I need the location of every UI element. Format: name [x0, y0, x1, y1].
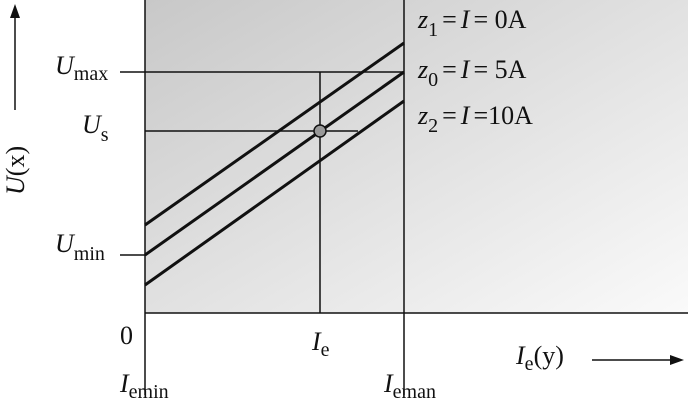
label-part: = [442, 55, 457, 84]
label-part: = 0A [473, 5, 526, 34]
curve-z1 [144, 41, 405, 227]
x-arrowhead [670, 355, 684, 365]
label-part: =10A [473, 101, 533, 130]
label-part: 1 [428, 19, 438, 41]
label-part: z [417, 101, 428, 130]
label-part: max [74, 63, 108, 85]
label-part: e [321, 339, 330, 361]
label-part: min [74, 243, 105, 265]
y-axis-label: U(x) [1, 146, 30, 195]
plot-area [145, 0, 688, 313]
umax-label: Umax [55, 51, 108, 85]
label-part: I [460, 55, 471, 84]
label-part: I [460, 5, 471, 34]
ie-label: Ie [311, 327, 330, 361]
iemin-label: Iemin [119, 369, 169, 403]
label-part: I [311, 327, 322, 356]
label-part: z [417, 55, 428, 84]
label-part: I [383, 369, 394, 398]
label-part: eman [393, 381, 436, 403]
label-part: z [417, 5, 428, 34]
label-part: (y) [534, 341, 564, 370]
label-part: e [525, 353, 534, 375]
label-part: = [442, 101, 457, 130]
curve-label: z0 = I = 5A [417, 55, 527, 91]
label-part: I [119, 369, 130, 398]
label-part: emin [129, 381, 169, 403]
label-part: U [55, 51, 76, 80]
label-part: 2 [428, 115, 438, 137]
label-part: U [55, 229, 76, 258]
curve-label: z1 = I = 0A [417, 5, 527, 41]
operating-point [313, 124, 327, 138]
label-part: U [1, 174, 30, 195]
curve-z2 [144, 99, 405, 287]
curve-z0 [144, 70, 405, 257]
label-part: s [101, 124, 109, 146]
y-arrowhead [10, 4, 20, 18]
curve-label: z2 = I =10A [417, 101, 533, 137]
label-part: U [82, 110, 103, 139]
origin-label: 0 [120, 321, 133, 350]
label-part: I [515, 341, 526, 370]
label-part: (x) [1, 146, 30, 176]
us-label: Us [82, 110, 109, 146]
label-part: I [460, 101, 471, 130]
label-part: = [442, 5, 457, 34]
umin-label: Umin [55, 229, 105, 265]
ieman-label: Ieman [383, 369, 436, 403]
label-part: 0 [428, 69, 438, 91]
label-part: = 5A [473, 55, 526, 84]
x-axis-label: Ie(y) [515, 341, 564, 375]
